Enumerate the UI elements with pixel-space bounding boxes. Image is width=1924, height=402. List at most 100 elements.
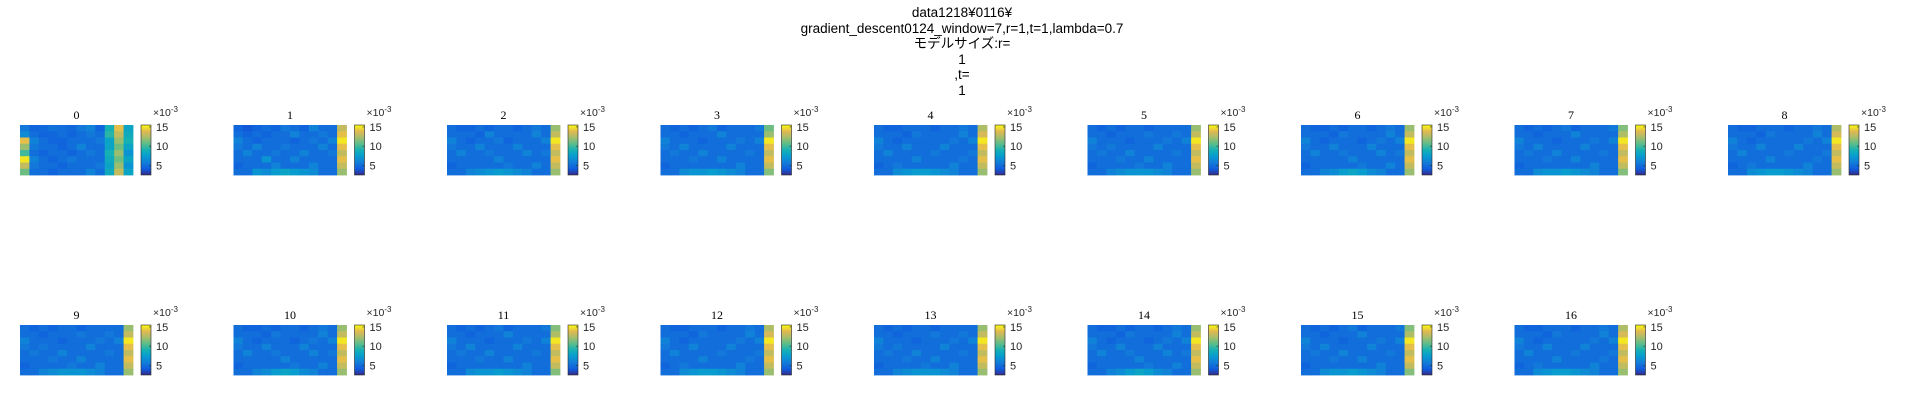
heatmap-cell xyxy=(233,337,244,345)
heatmap-cell xyxy=(252,362,263,370)
heatmap-cell xyxy=(20,162,30,170)
heatmap-cell xyxy=(57,350,68,357)
heatmap-cell xyxy=(20,150,30,157)
heatmap-cell xyxy=(1385,350,1396,357)
heatmap-cell xyxy=(754,331,765,338)
heatmap-cell xyxy=(531,162,542,170)
heatmap-cell xyxy=(911,131,922,138)
heatmap-cell xyxy=(1571,168,1581,176)
heatmap-cell xyxy=(1589,350,1600,357)
heatmap-cell xyxy=(1366,350,1377,357)
heatmap-cell xyxy=(456,156,467,163)
heatmap-cell xyxy=(679,325,690,332)
heatmap-cell xyxy=(1144,143,1154,151)
heatmap-cell xyxy=(698,343,708,351)
heatmap-cell xyxy=(1803,162,1814,170)
heatmap-cell xyxy=(20,137,30,145)
heatmap-cell xyxy=(290,125,300,132)
heatmap-cell xyxy=(1181,168,1192,176)
heatmap-cell xyxy=(1366,337,1377,345)
heatmap-cell xyxy=(1125,137,1135,145)
heatmap-cell xyxy=(921,337,931,345)
heatmap-cell xyxy=(707,337,718,345)
heatmap-cell xyxy=(1134,168,1145,176)
heatmap-cell xyxy=(456,143,467,151)
heatmap-cell xyxy=(1542,331,1553,338)
heatmap-cell xyxy=(1172,156,1183,163)
heatmap-cell xyxy=(242,162,253,170)
heatmap-cell xyxy=(1561,143,1572,151)
heatmap-cell xyxy=(1096,343,1107,351)
heatmap-cell xyxy=(688,337,699,345)
heatmap-cell xyxy=(939,156,950,163)
heatmap-cell xyxy=(447,162,457,170)
heatmap-cell xyxy=(1822,143,1832,151)
heatmap-cell xyxy=(745,325,756,332)
heatmap-cell xyxy=(242,150,253,157)
heatmap-cell xyxy=(717,162,727,170)
heatmap-cell xyxy=(1310,337,1321,345)
heatmap-cell xyxy=(299,137,310,145)
heatmap-cell xyxy=(660,168,671,176)
heatmap-cell xyxy=(958,350,969,357)
heatmap-cell xyxy=(1366,368,1377,376)
heatmap-cell xyxy=(1191,156,1201,163)
heatmap-cell xyxy=(271,162,281,170)
heatmap-cell xyxy=(465,350,476,357)
heatmap-cell xyxy=(104,137,115,145)
heatmap-cell xyxy=(1087,125,1098,132)
heatmap-cell xyxy=(1144,168,1154,176)
panel-title: 6 xyxy=(1355,108,1361,122)
heatmap-cell xyxy=(939,362,950,370)
heatmap-cell xyxy=(1533,337,1544,345)
heatmap-cell xyxy=(688,143,699,151)
heatmap-cell xyxy=(977,343,988,351)
heatmap-cell xyxy=(707,156,718,163)
colorbar-exponent: ×10-3 xyxy=(1434,305,1459,319)
heatmap-cell xyxy=(1803,150,1814,157)
heatmap-cell xyxy=(1803,125,1814,132)
heatmap-cell xyxy=(1310,168,1321,176)
heatmap-cell xyxy=(1589,331,1600,338)
heatmap-cell xyxy=(1348,368,1358,376)
heatmap-cell xyxy=(114,168,124,176)
heatmap-cell xyxy=(271,343,281,351)
heatmap-cell xyxy=(1310,156,1321,163)
heatmap-cell xyxy=(337,168,347,176)
heatmap-cell xyxy=(271,325,281,332)
colorbar-tick-label: 10 xyxy=(1224,341,1236,353)
heatmap-cell xyxy=(475,331,486,338)
heatmap-cell xyxy=(1348,156,1358,163)
heatmap-cell xyxy=(735,125,746,132)
heatmap-cell xyxy=(1831,137,1842,145)
heatmap-cell xyxy=(911,362,922,370)
heatmap-cell xyxy=(327,131,338,138)
heatmap-cell xyxy=(726,325,737,332)
heatmap-cell xyxy=(20,143,30,151)
heatmap-cell xyxy=(531,168,542,176)
heatmap-cell xyxy=(1803,131,1814,138)
heatmap-cell xyxy=(114,325,124,332)
heatmap-cell xyxy=(337,131,347,138)
heatmap-cell xyxy=(1756,162,1767,170)
heatmap-cell xyxy=(503,150,514,157)
heatmap-cell xyxy=(1561,168,1572,176)
heatmap-cell xyxy=(550,368,561,376)
heatmap-cell xyxy=(67,168,77,176)
heatmap-cell xyxy=(745,337,756,345)
heatmap-cell xyxy=(726,350,737,357)
heatmap-cell xyxy=(1087,362,1098,370)
heatmap-cell xyxy=(1803,168,1814,176)
heatmap-cell xyxy=(958,137,969,145)
heatmap-cell xyxy=(1737,162,1748,170)
heatmap-cell xyxy=(456,168,467,176)
heatmap-cell xyxy=(977,143,988,151)
heatmap-cell xyxy=(1134,137,1145,145)
heatmap-cell xyxy=(261,125,272,132)
heatmap-cell xyxy=(911,325,922,332)
heatmap-cell xyxy=(939,325,950,332)
heatmap-cell xyxy=(38,343,49,351)
heatmap-cell xyxy=(1357,156,1368,163)
